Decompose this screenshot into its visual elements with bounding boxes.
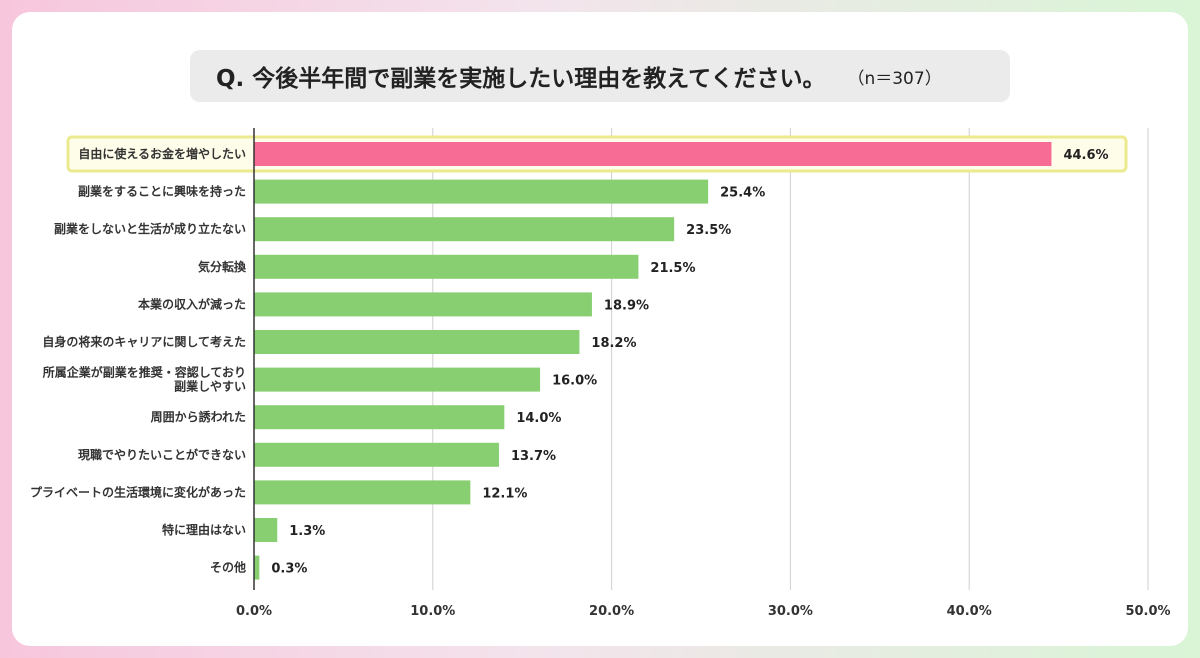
category-label: 周囲から誘われた (151, 409, 246, 424)
category-label: その他 (210, 560, 246, 575)
category-label: 現職でやりたいことができない (78, 447, 246, 462)
category-label: 副業をすることに興味を持った (78, 184, 246, 199)
category-label: 特に理由はない (162, 522, 246, 537)
category-label: 本業の収入が減った (138, 296, 246, 311)
value-label: 44.6% (1063, 148, 1108, 163)
value-label: 21.5% (650, 261, 695, 276)
x-tick-label: 20.0% (589, 604, 634, 619)
bar (254, 330, 580, 354)
chart-title-box: Q. 今後半年間で副業を実施したい理由を教えてください。 （n＝307） (190, 50, 1010, 102)
bar (254, 217, 675, 242)
x-tick-label: 10.0% (410, 604, 455, 619)
category-label: 自身の将来のキャリアに関して考えた (42, 334, 246, 349)
bar (254, 292, 592, 317)
bar (254, 555, 260, 580)
bar (254, 254, 639, 279)
x-tick-label: 30.0% (768, 604, 813, 619)
bar (254, 142, 1052, 166)
bar (254, 518, 278, 542)
category-label: 副業をしないと生活が成り立たない (54, 221, 246, 236)
value-label: 14.0% (516, 411, 561, 426)
category-label: プライベートの生活環境に変化があった (30, 484, 246, 499)
category-label: 自由に使えるお金を増やしたい (78, 146, 246, 161)
value-label: 18.9% (604, 298, 649, 313)
category-label: 所属企業が副業を推奨・容認しており副業しやすい (43, 365, 246, 394)
chart-card (12, 12, 1188, 646)
bar (254, 405, 505, 430)
category-label: 気分転換 (198, 259, 247, 274)
bar (254, 367, 541, 392)
bar (254, 480, 471, 505)
value-label: 18.2% (591, 336, 636, 351)
bar (254, 442, 499, 467)
sample-size: （n＝307） (847, 68, 942, 89)
chart-title: Q. 今後半年間で副業を実施したい理由を教えてください。 (216, 66, 826, 92)
value-label: 16.0% (552, 374, 597, 389)
x-tick-label: 0.0% (236, 604, 272, 619)
value-label: 12.1% (482, 486, 527, 501)
value-label: 25.4% (720, 186, 765, 201)
value-label: 13.7% (511, 449, 556, 464)
value-label: 1.3% (289, 524, 325, 539)
x-tick-label: 50.0% (1125, 604, 1170, 619)
value-label: 0.3% (271, 562, 307, 577)
x-tick-label: 40.0% (947, 604, 992, 619)
bar (254, 179, 709, 204)
value-label: 23.5% (686, 223, 731, 238)
